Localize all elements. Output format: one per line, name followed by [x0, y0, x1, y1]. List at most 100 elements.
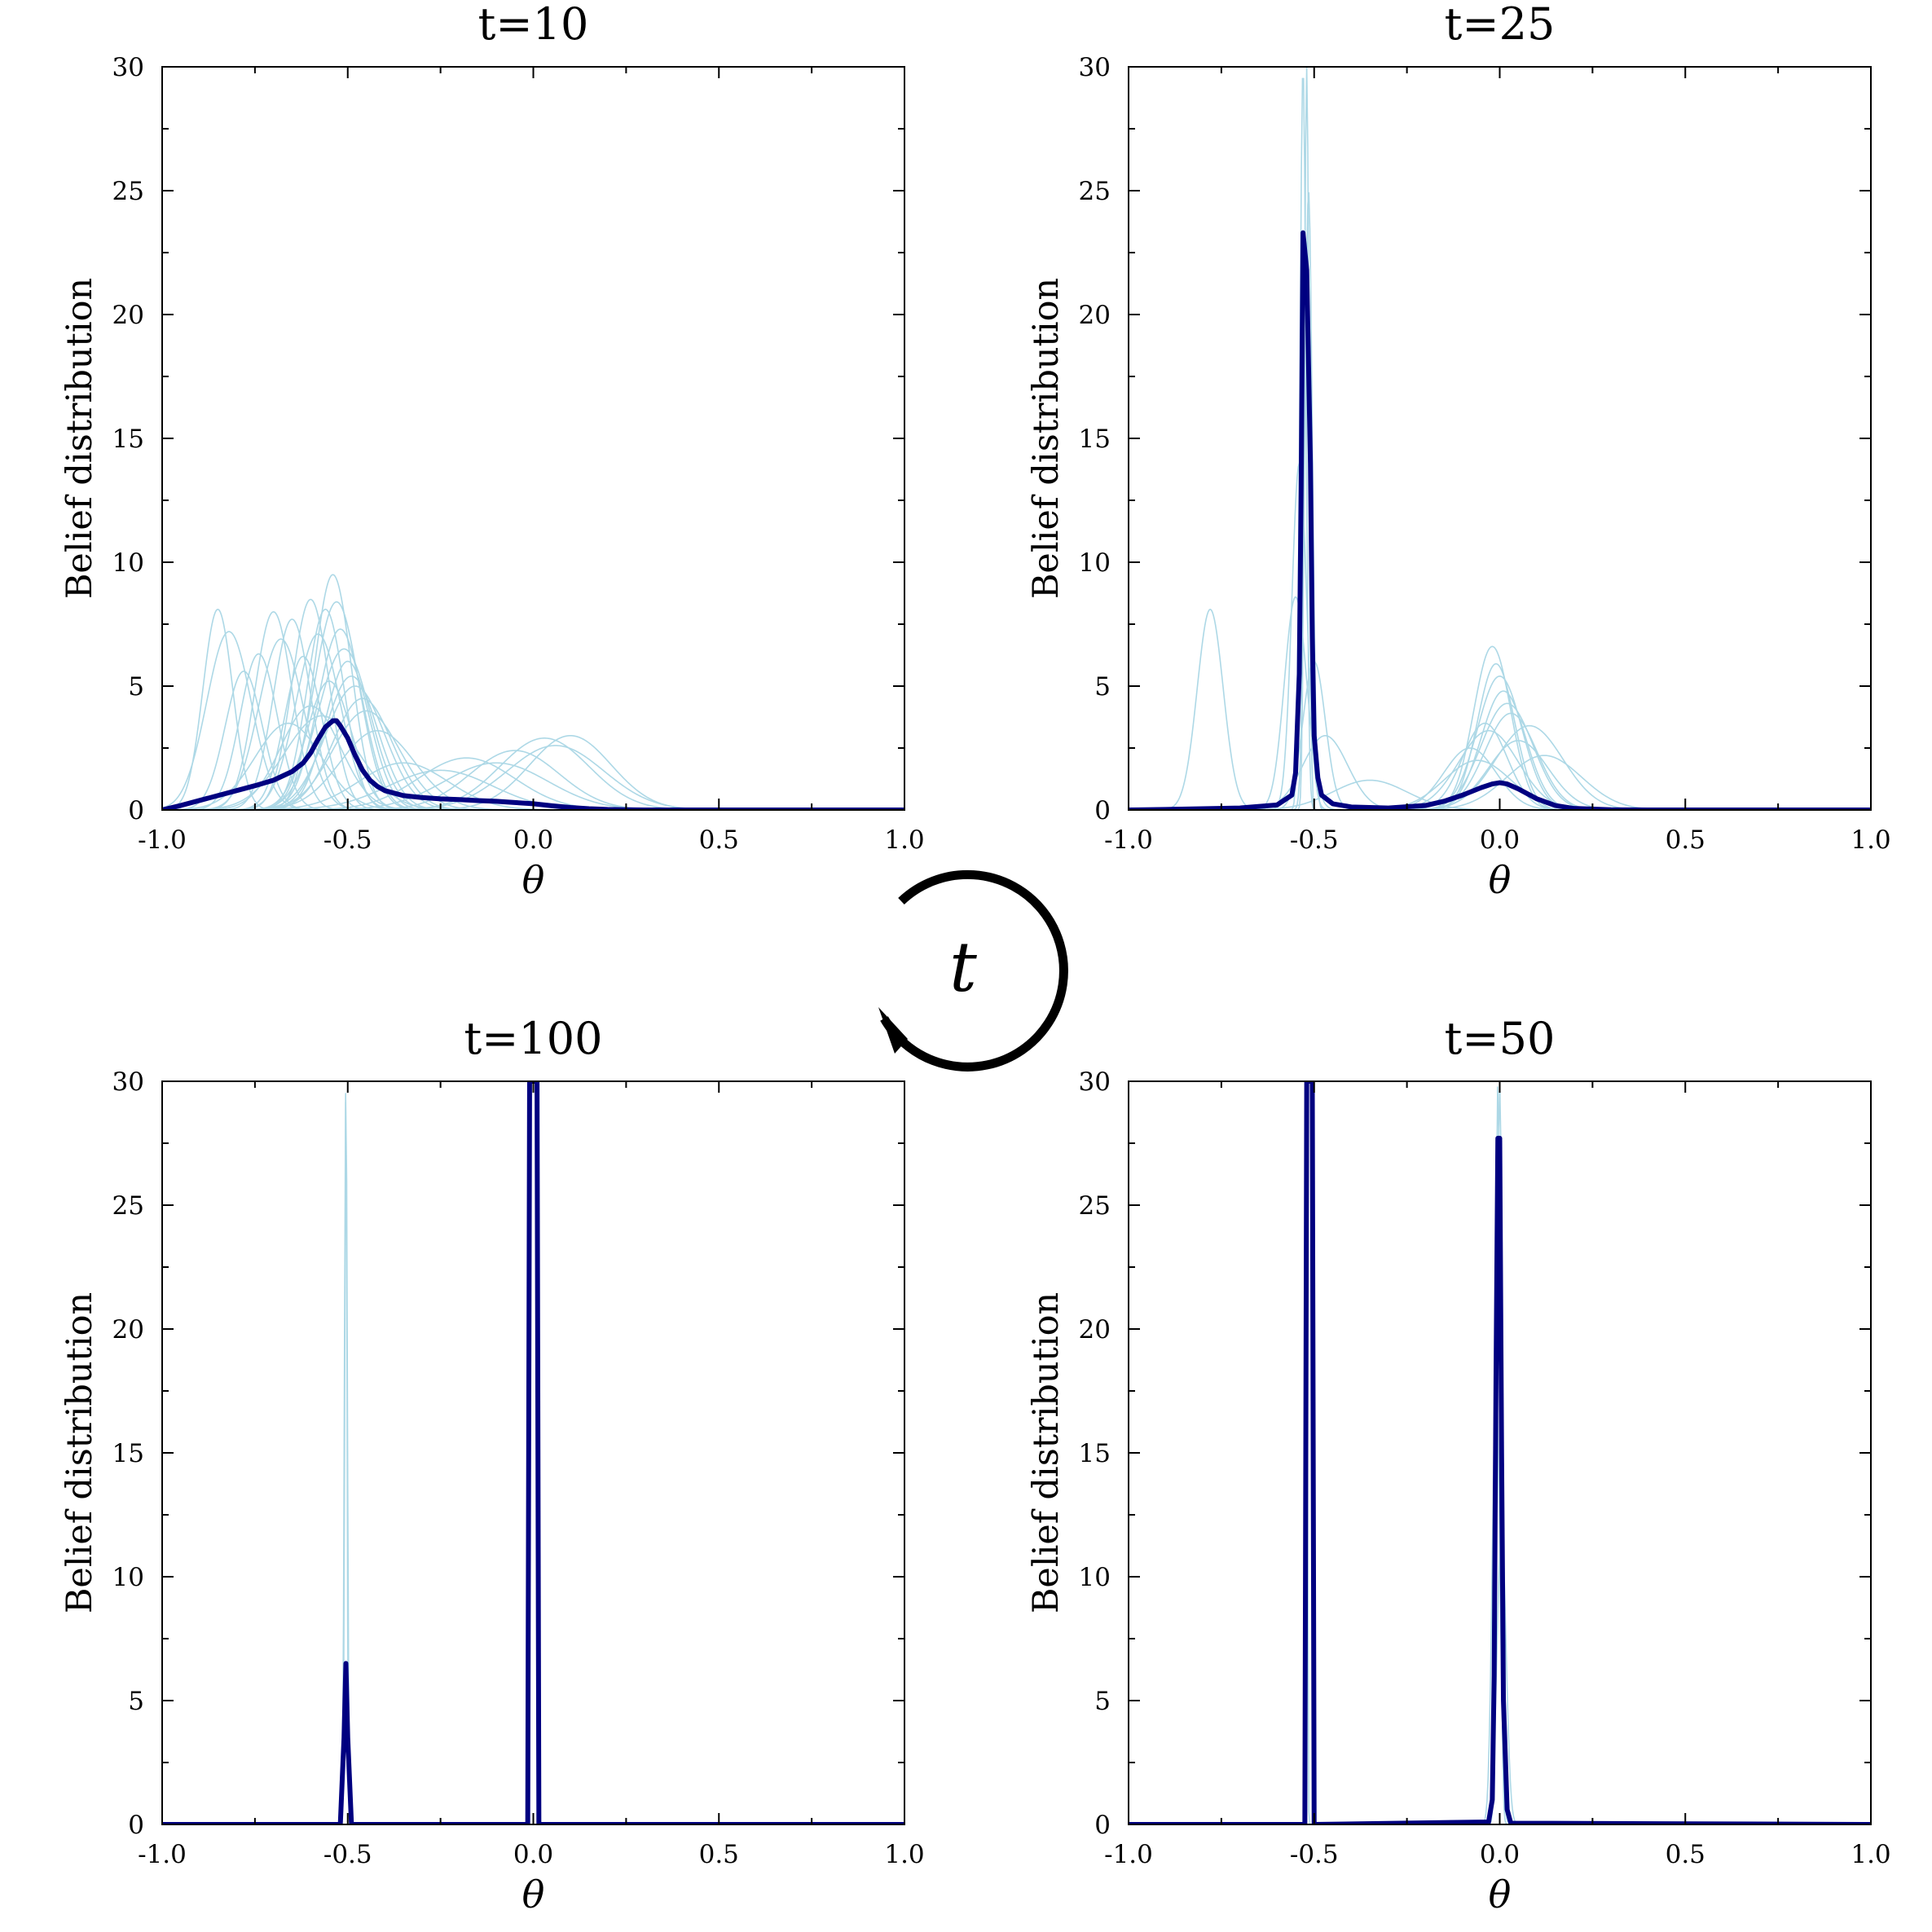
- individual-belief-curve: [162, 705, 904, 810]
- individual-belief-curve: [1129, 759, 1871, 810]
- individual-belief-curve: [162, 628, 904, 810]
- y-tick-label: 20: [1079, 301, 1111, 330]
- individual-belief-curve: [162, 750, 904, 810]
- individual-belief-curve: [1129, 702, 1871, 810]
- x-axis-label: θ: [1489, 1873, 1512, 1917]
- mean-belief-curve: [1129, 230, 1871, 810]
- x-tick-label: 0.0: [513, 1840, 553, 1869]
- mean-curve-group: [162, 1081, 904, 1824]
- individual-belief-curve: [162, 633, 904, 810]
- individual-belief-curve: [1129, 676, 1871, 810]
- individual-belief-curve: [162, 1093, 904, 1824]
- y-tick-label: 0: [128, 796, 144, 825]
- y-tick-label: 30: [1079, 1067, 1111, 1097]
- individual-belief-curve: [162, 680, 904, 810]
- arrowhead-icon: [878, 1007, 908, 1054]
- y-tick-label: 25: [112, 177, 144, 206]
- y-tick-label: 10: [1079, 1563, 1111, 1592]
- y-axis-label: Belief distribution: [59, 278, 100, 599]
- x-tick-label: 0.5: [699, 1840, 739, 1869]
- individual-belief-curve: [162, 618, 904, 810]
- cycle-label: t: [949, 927, 977, 1007]
- y-tick-label: 10: [1079, 548, 1111, 578]
- y-tick-label: 0: [1094, 796, 1111, 825]
- individual-belief-curve: [162, 1102, 904, 1824]
- x-tick-label: -1.0: [1104, 825, 1153, 855]
- x-tick-label: 1.0: [1851, 825, 1890, 855]
- individual-belief-curve: [1129, 608, 1871, 810]
- plot-frame: [161, 1080, 905, 1825]
- mean-belief-curve: [1129, 1081, 1871, 1824]
- x-tick-label: -1.0: [138, 1840, 187, 1869]
- y-tick-label: 5: [128, 672, 144, 702]
- x-tick-label: 0.5: [699, 825, 739, 855]
- y-tick-label: 0: [128, 1811, 144, 1840]
- individual-belief-curve: [162, 745, 904, 810]
- individual-belief-curve: [162, 610, 904, 810]
- y-tick-label: 15: [1079, 1439, 1111, 1468]
- individual-belief-curve: [1129, 722, 1871, 810]
- x-tick-label: -0.5: [1290, 1840, 1339, 1869]
- panel-t10: t=10 0 5 10 15 20 25 30 -1.0 -0.5 0.0 0.…: [59, 0, 925, 902]
- individual-belief-curve: [162, 653, 904, 810]
- individual-curves: [1129, 67, 1871, 810]
- y-tick-label: 25: [1079, 177, 1111, 206]
- individual-belief-curve: [1129, 690, 1871, 810]
- y-tick-label: 25: [1079, 1191, 1111, 1221]
- individual-belief-curve: [1129, 747, 1871, 810]
- individual-curves: [162, 1093, 904, 1824]
- individual-belief-curve: [1129, 191, 1871, 810]
- tick-marks: [1128, 66, 1872, 811]
- y-axis-label: Belief distribution: [1026, 1292, 1067, 1613]
- individual-belief-curve: [162, 648, 904, 810]
- tick-marks: [1128, 1080, 1872, 1825]
- tick-marks: [161, 66, 905, 811]
- x-tick-label: -0.5: [1290, 825, 1339, 855]
- y-tick-label: 5: [1094, 672, 1111, 702]
- individual-belief-curve: [162, 710, 904, 810]
- x-tick-label: -1.0: [1104, 1840, 1153, 1869]
- x-tick-label: 0.0: [513, 825, 553, 855]
- individual-belief-curve: [162, 698, 904, 810]
- x-tick-label: 0.0: [1480, 1840, 1520, 1869]
- individual-belief-curve: [1129, 67, 1871, 810]
- individual-belief-curve: [162, 715, 904, 810]
- y-tick-label: 15: [1079, 425, 1111, 454]
- x-tick-label: 0.0: [1480, 825, 1520, 855]
- individual-curves: [162, 574, 904, 810]
- x-tick-label: 0.5: [1666, 825, 1705, 855]
- y-tick-label: 10: [112, 1563, 144, 1592]
- individual-belief-curve: [162, 601, 904, 810]
- individual-belief-curve: [1129, 460, 1871, 810]
- individual-belief-curve: [162, 670, 904, 810]
- plot-frame: [1128, 66, 1872, 811]
- panel-title: t=10: [478, 0, 589, 50]
- x-tick-label: 0.5: [1666, 1840, 1705, 1869]
- y-tick-label: 30: [112, 53, 144, 82]
- individual-belief-curve: [1129, 77, 1871, 810]
- tick-marks: [161, 1080, 905, 1825]
- individual-belief-curve: [162, 722, 904, 810]
- y-tick-label: 15: [112, 1439, 144, 1468]
- mean-belief-curve: [162, 1081, 904, 1824]
- x-tick-label: 1.0: [884, 825, 924, 855]
- cycle-arc-icon: [880, 869, 1068, 1072]
- individual-belief-curve: [1129, 724, 1871, 810]
- mean-curve-group: [1129, 230, 1871, 810]
- y-tick-label: 5: [128, 1687, 144, 1716]
- x-axis-label: θ: [522, 858, 545, 902]
- individual-belief-curve: [162, 737, 904, 810]
- panel-title: t=50: [1445, 1013, 1556, 1064]
- individual-belief-curve: [162, 631, 904, 810]
- x-tick-label: 1.0: [884, 1840, 924, 1869]
- y-tick-label: 20: [112, 1315, 144, 1344]
- individual-belief-curve: [1129, 729, 1871, 810]
- y-tick-label: 0: [1094, 1811, 1111, 1840]
- individual-belief-curve: [1129, 712, 1871, 810]
- y-tick-label: 25: [112, 1191, 144, 1221]
- y-tick-label: 30: [1079, 53, 1111, 82]
- y-tick-label: 15: [112, 425, 144, 454]
- y-tick-label: 5: [1094, 1687, 1111, 1716]
- individual-belief-curve: [162, 734, 904, 810]
